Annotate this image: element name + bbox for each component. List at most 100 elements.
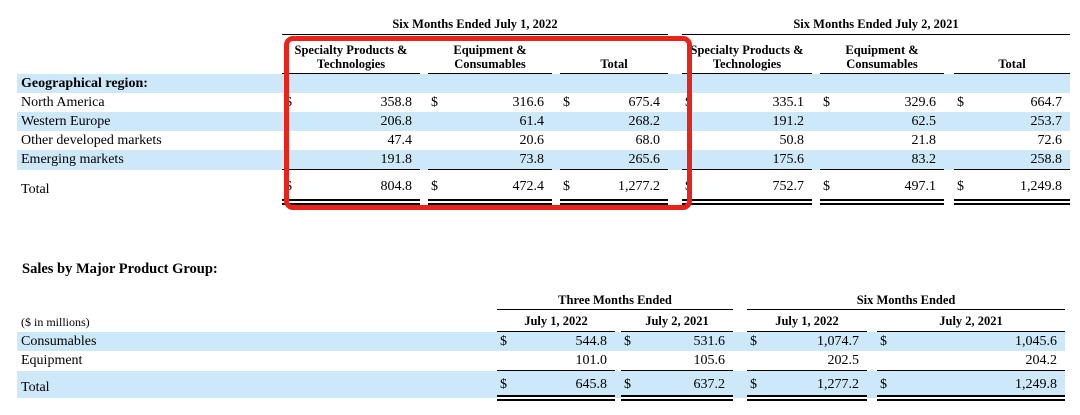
cell: $752.7 — [682, 169, 813, 205]
dollar-sign: $ — [500, 376, 507, 392]
cell: 83.2 — [820, 150, 945, 170]
col-header-ec-2021: Equipment & Consumables — [820, 34, 945, 74]
spacer-cell — [420, 35, 428, 74]
row-label: Equipment — [21, 353, 83, 369]
dollar-sign: $ — [957, 94, 965, 110]
table-row: Equipment 101.0 105.6 202.5 204.2 — [17, 351, 1066, 371]
spacer-cell — [944, 35, 954, 74]
cell: 191.8 — [282, 150, 420, 170]
cell-value: 752.7 — [772, 178, 805, 194]
table-row: Consumables $544.8 $531.6 $1,074.7 $1,04… — [17, 331, 1066, 351]
cell-value: 472.4 — [512, 178, 545, 194]
period-header-2021: Six Months Ended July 2, 2021 — [682, 10, 1071, 35]
dollar-sign: $ — [750, 376, 758, 392]
column-header-row: Specialty Products & Technologies Equipm… — [17, 34, 1071, 74]
date-header: July 2, 2021 — [621, 309, 734, 332]
dollar-sign: $ — [431, 178, 438, 194]
dollar-sign: $ — [685, 94, 693, 110]
cell: 62.5 — [820, 112, 945, 131]
cell: $645.8 — [497, 370, 615, 401]
cell: $358.8 — [282, 93, 420, 112]
row-label: Other developed markets — [21, 132, 162, 148]
section-header-row: Geographical region: — [17, 73, 1071, 93]
date-header-row: ($ in millions) July 1, 2022 July 2, 202… — [17, 309, 1066, 332]
spacer-cell — [17, 290, 497, 310]
col-header-total-2021: Total — [954, 34, 1071, 74]
spacer-cell — [17, 10, 282, 35]
group-header-six-months: Six Months Ended — [747, 290, 1066, 310]
dollar-sign: $ — [431, 94, 438, 110]
cell: $675.4 — [560, 93, 668, 112]
cell: $1,074.7 — [747, 331, 868, 351]
dollar-sign: $ — [624, 376, 631, 392]
cell-value: 329.6 — [904, 94, 937, 110]
dollar-sign: $ — [823, 178, 831, 194]
cell: 73.8 — [428, 150, 552, 170]
cell: $1,249.8 — [954, 169, 1071, 205]
table-row: North America $358.8 $316.6 $675.4 $335.… — [17, 93, 1070, 112]
cell-value: 1,277.2 — [817, 376, 860, 392]
dollar-sign: $ — [285, 178, 292, 194]
row-label: Total — [17, 370, 497, 398]
spacer-cell — [733, 310, 747, 332]
cell: 206.8 — [282, 112, 420, 131]
dollar-sign: $ — [880, 333, 888, 349]
cell-value: 664.7 — [1030, 94, 1063, 110]
table-row: Other developed markets 47.4 20.6 68.0 5… — [17, 131, 1070, 150]
row-label: North America — [21, 94, 105, 110]
cell: $316.6 — [428, 93, 552, 112]
period-group-row: Three Months Ended Six Months Ended — [17, 290, 1066, 310]
cell: 204.2 — [877, 351, 1066, 371]
dollar-sign: $ — [750, 333, 758, 349]
date-header: July 1, 2022 — [497, 309, 615, 332]
cell-value: 1,074.7 — [817, 333, 860, 349]
table-row: Emerging markets 191.8 73.8 265.6 175.6 … — [17, 150, 1071, 170]
cell: $1,249.8 — [877, 370, 1066, 401]
geographic-sales-table: Six Months Ended July 1, 2022 Six Months… — [17, 10, 1071, 205]
cell: $804.8 — [282, 169, 420, 205]
dollar-sign: $ — [624, 333, 631, 349]
cell-value: 637.2 — [693, 376, 726, 392]
cell: $1,277.2 — [747, 370, 868, 401]
spacer-cell — [552, 35, 560, 74]
col-header-ec-2022: Equipment & Consumables — [428, 34, 552, 74]
cell-value: 544.8 — [575, 333, 608, 349]
cell: 47.4 — [387, 132, 413, 148]
cell-value: 1,277.2 — [618, 178, 661, 194]
cell-value: 497.1 — [904, 178, 937, 194]
cell: 105.6 — [621, 351, 734, 371]
cell: $531.6 — [621, 331, 734, 351]
cell-value: 675.4 — [628, 94, 661, 110]
col-header-spt-2021: Specialty Products & Technologies — [682, 34, 813, 74]
total-row: Total $804.8 $472.4 $1,277.2 $752.7 $497… — [17, 169, 1071, 205]
units-label: ($ in millions) — [21, 315, 90, 330]
cell-value: 335.1 — [772, 94, 805, 110]
period-header-row: Six Months Ended July 1, 2022 Six Months… — [17, 10, 1071, 35]
cell: $544.8 — [497, 331, 615, 351]
cell: 61.4 — [428, 112, 552, 131]
product-group-sales-table: Three Months Ended Six Months Ended ($ i… — [17, 290, 1066, 401]
cell-value: 358.8 — [380, 94, 413, 110]
cell: $329.6 — [820, 93, 944, 112]
col-header-spt-2022: Specialty Products & Technologies — [282, 34, 420, 74]
cell-value: 1,249.8 — [1020, 178, 1063, 194]
cell: $1,045.6 — [877, 331, 1066, 351]
cell-value: 1,249.8 — [1015, 376, 1058, 392]
date-header: July 2, 2021 — [877, 309, 1066, 332]
spacer-cell — [668, 35, 682, 74]
period-header-2022: Six Months Ended July 1, 2022 — [282, 10, 669, 35]
row-label: Emerging markets — [17, 150, 282, 170]
group-header-three-months: Three Months Ended — [497, 290, 734, 310]
row-label: Western Europe — [17, 112, 282, 131]
col-header-total-2022: Total — [560, 34, 669, 74]
cell: 265.6 — [560, 150, 669, 170]
spacer-cell — [668, 10, 682, 35]
cell-value: 316.6 — [512, 94, 545, 110]
cell: $472.4 — [428, 169, 552, 205]
cell: 268.2 — [560, 112, 669, 131]
section-heading: Sales by Major Product Group: — [22, 261, 218, 277]
dollar-sign: $ — [563, 94, 570, 110]
cell: 175.6 — [682, 150, 813, 170]
spacer-cell — [867, 310, 877, 332]
cell: 101.0 — [497, 351, 615, 371]
